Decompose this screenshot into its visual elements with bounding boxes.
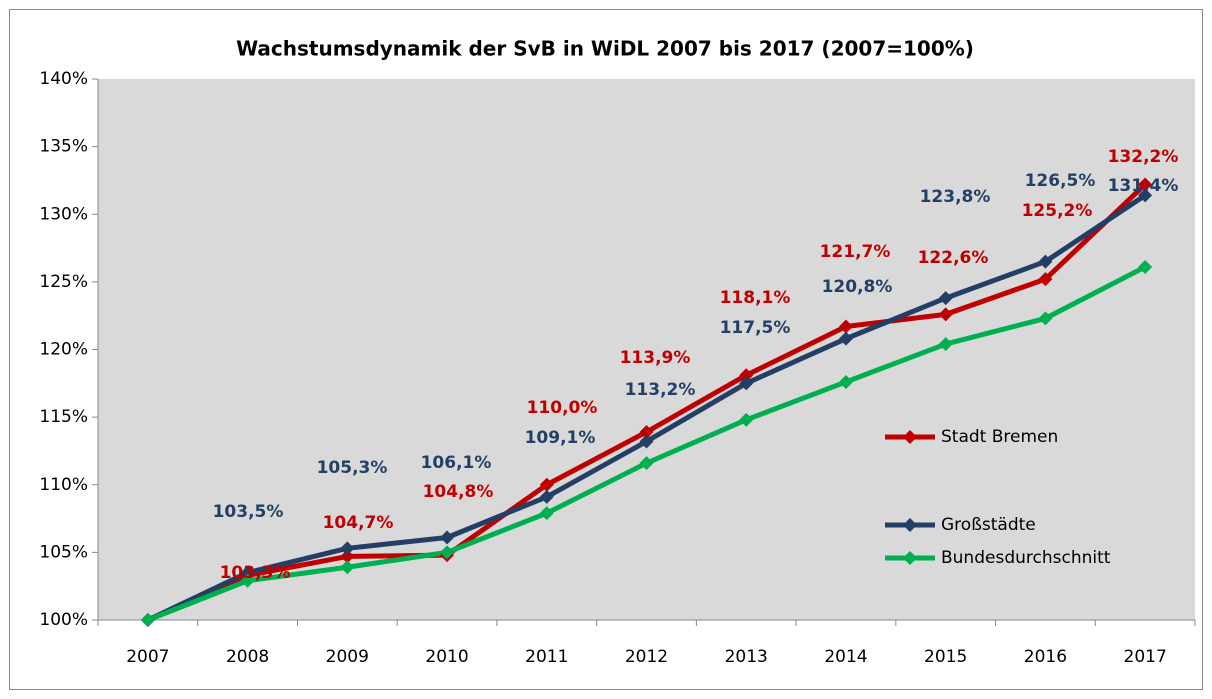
value-label: 105,3% <box>317 458 388 478</box>
y-tick-label: 130% <box>39 204 88 224</box>
marker <box>938 291 953 306</box>
marker <box>539 489 554 504</box>
value-label: 123,8% <box>920 187 991 207</box>
value-label: 122,6% <box>918 248 989 268</box>
y-tick-label: 120% <box>39 340 88 360</box>
value-label: 109,1% <box>525 428 596 448</box>
marker <box>1038 311 1053 326</box>
marker <box>639 425 654 440</box>
value-label: 125,2% <box>1022 201 1093 221</box>
marker <box>838 319 853 334</box>
x-tick-label: 2015 <box>924 647 967 667</box>
marker <box>340 549 355 564</box>
value-label: 104,7% <box>323 513 394 533</box>
marker <box>1038 254 1053 269</box>
marker <box>340 541 355 556</box>
marker <box>938 337 953 352</box>
legend-label: Bundesdurchschnitt <box>941 548 1111 568</box>
value-label: 104,8% <box>423 482 494 502</box>
x-tick-label: 2010 <box>425 647 468 667</box>
legend-label: Großstädte <box>941 515 1036 535</box>
marker <box>739 376 754 391</box>
marker <box>539 506 554 521</box>
marker <box>639 434 654 449</box>
marker <box>440 530 455 545</box>
y-tick-label: 100% <box>39 610 88 630</box>
x-tick-label: 2014 <box>824 647 867 667</box>
legend-marker <box>903 551 917 565</box>
marker <box>240 565 255 580</box>
x-tick-label: 2017 <box>1124 647 1167 667</box>
x-tick-label: 2013 <box>725 647 768 667</box>
value-label: 131,4% <box>1108 176 1179 196</box>
marker <box>938 307 953 322</box>
marker <box>1138 177 1153 192</box>
marker <box>240 573 255 588</box>
y-tick-label: 140% <box>39 69 88 89</box>
marker <box>340 560 355 575</box>
marker <box>539 477 554 492</box>
y-tick-label: 110% <box>39 475 88 495</box>
value-label: 113,9% <box>620 348 691 368</box>
marker <box>739 368 754 383</box>
marker <box>739 412 754 427</box>
y-tick-label: 105% <box>39 542 88 562</box>
value-label: 121,7% <box>820 242 891 262</box>
marker <box>838 331 853 346</box>
x-tick-label: 2008 <box>226 647 269 667</box>
value-label: 117,5% <box>720 318 791 338</box>
value-label: 120,8% <box>822 277 893 297</box>
marker <box>838 374 853 389</box>
value-label: 118,1% <box>720 288 791 308</box>
x-tick-label: 2007 <box>126 647 169 667</box>
marker <box>1138 188 1153 203</box>
legend-marker <box>903 430 917 444</box>
y-tick-label: 125% <box>39 272 88 292</box>
value-label: 106,1% <box>421 453 492 473</box>
y-tick-label: 115% <box>39 407 88 427</box>
value-label: 103,3% <box>220 563 291 583</box>
value-label: 132,2% <box>1108 147 1179 167</box>
marker <box>1038 272 1053 287</box>
legend-label: Stadt Bremen <box>941 427 1058 447</box>
legend-marker <box>903 518 917 532</box>
x-tick-label: 2016 <box>1024 647 1067 667</box>
x-tick-label: 2009 <box>326 647 369 667</box>
plot-area <box>98 79 1195 620</box>
chart-title: Wachstumsdynamik der SvB in WiDL 2007 bi… <box>236 37 974 61</box>
value-label: 126,5% <box>1025 171 1096 191</box>
value-label: 103,5% <box>213 502 284 522</box>
y-tick-label: 135% <box>39 137 88 157</box>
value-label: 110,0% <box>527 398 598 418</box>
marker <box>140 613 155 627</box>
x-tick-label: 2011 <box>525 647 568 667</box>
value-label: 113,2% <box>625 380 696 400</box>
marker <box>440 545 455 560</box>
x-tick-label: 2012 <box>625 647 668 667</box>
marker <box>1138 259 1153 274</box>
marker <box>639 456 654 471</box>
